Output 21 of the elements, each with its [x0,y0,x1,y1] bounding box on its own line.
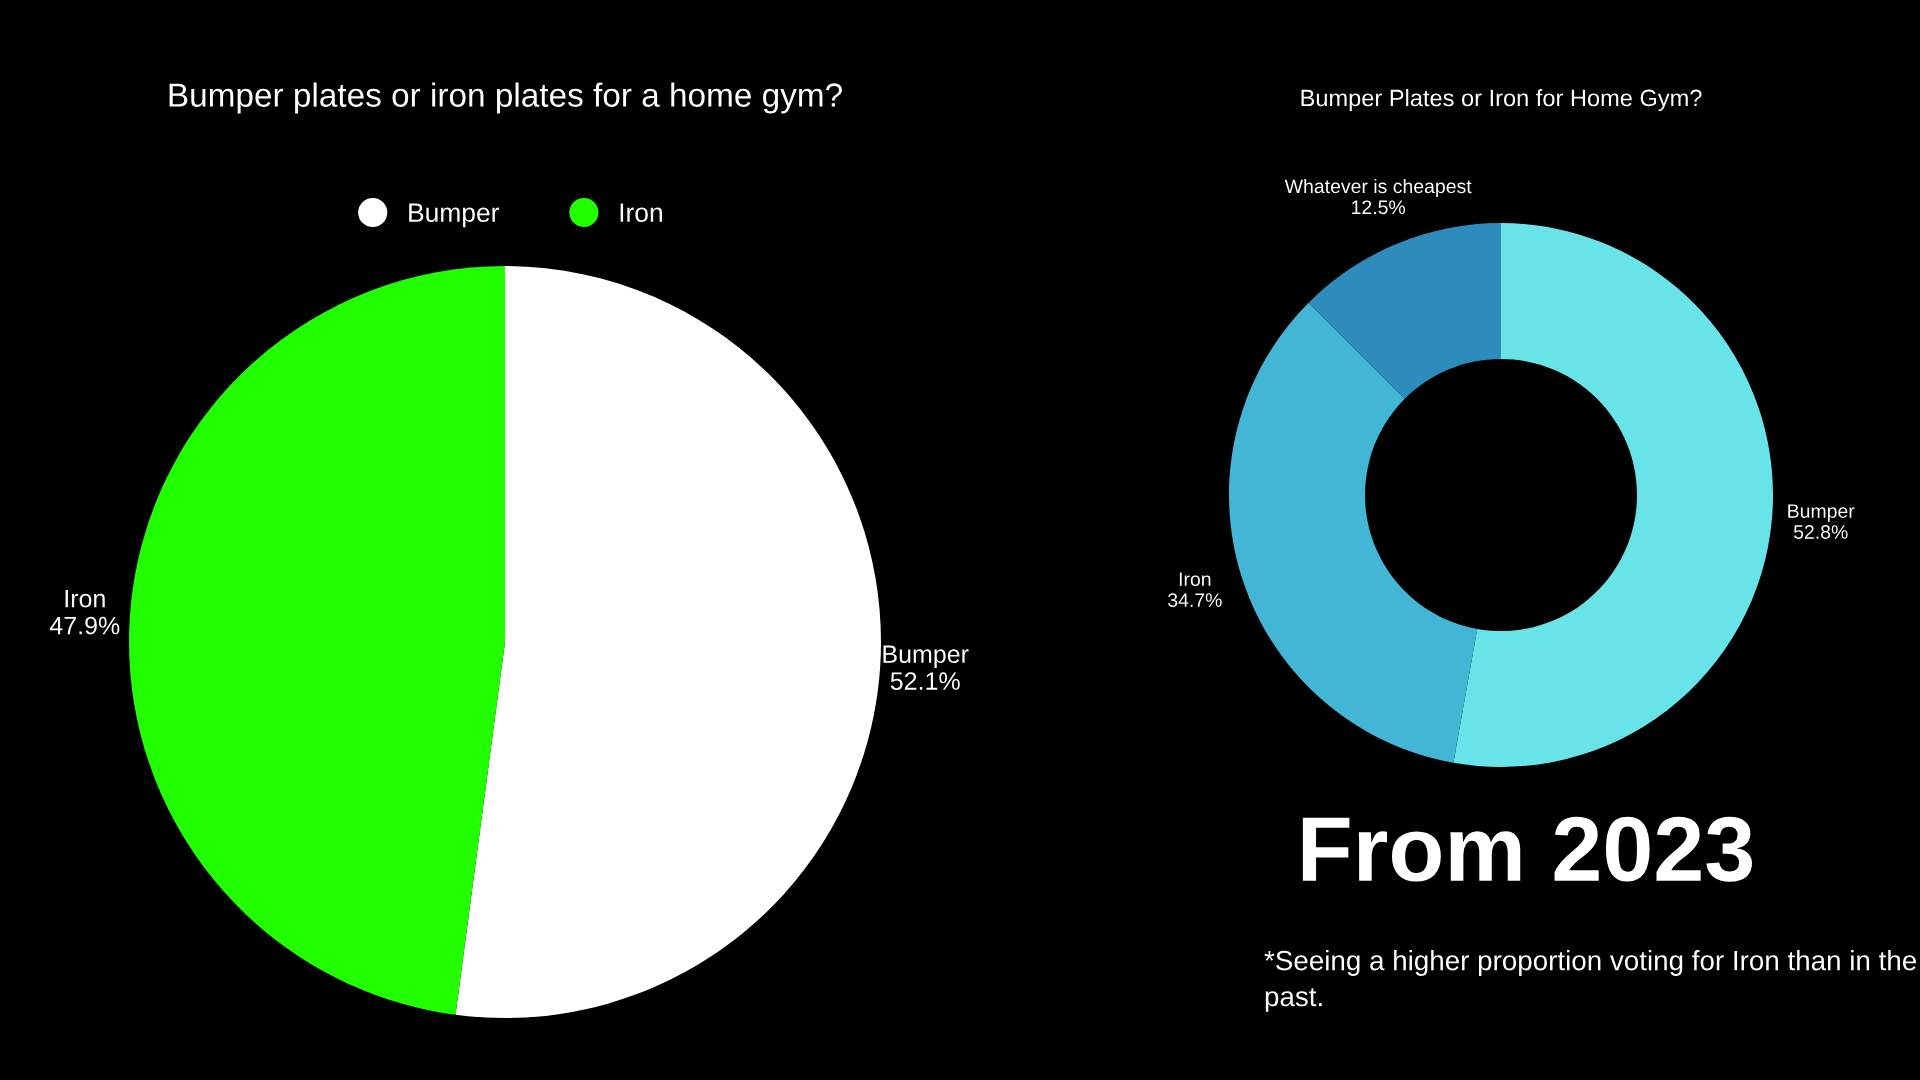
slice-label: Whatever is cheapest [1284,178,1472,198]
pie-slice [129,266,505,1015]
chart-title: Bumper plates or iron plates for a home gym? [169,82,842,114]
donut-slice [1308,223,1501,399]
donut-slice [1453,223,1773,767]
text: *Seeing a higher proportion voting for Iron than in the past. [1264,950,1916,1012]
legend-label: Iron [620,203,662,222]
data-label: 12.5% [1352,200,1406,215]
slice-label: Bumper [883,645,969,668]
data-label: 34.7% [1168,593,1222,607]
donut-slice [1229,302,1478,763]
pie-slice [455,266,881,1018]
slice-label: Bumper [1788,504,1855,522]
text: From 2023 [1302,816,1752,882]
data-label: 47.9% [49,616,120,635]
data-label: 52.8% [1793,525,1848,539]
slice-label: Iron [65,590,105,608]
slice-label: Iron [1179,572,1211,587]
legend-label: Bumper [409,203,499,228]
chart-title: Bumper Plates or Iron for Home Gym? [1301,89,1702,112]
data-label: 52.1% [890,672,960,690]
